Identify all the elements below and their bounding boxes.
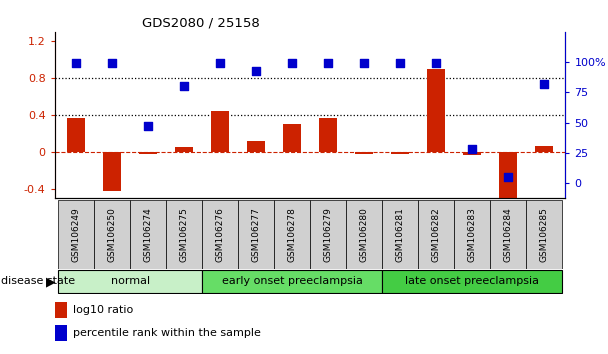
Text: GSM106276: GSM106276 bbox=[216, 207, 225, 262]
Text: GSM106283: GSM106283 bbox=[468, 207, 477, 262]
Bar bbox=[202, 200, 238, 269]
Bar bbox=[247, 141, 265, 152]
Text: GSM106274: GSM106274 bbox=[143, 207, 153, 262]
Bar bbox=[55, 325, 67, 341]
Text: GSM106278: GSM106278 bbox=[288, 207, 297, 262]
Bar bbox=[211, 112, 229, 152]
Bar bbox=[103, 152, 121, 191]
Bar bbox=[355, 152, 373, 154]
Text: percentile rank within the sample: percentile rank within the sample bbox=[73, 328, 261, 338]
Bar bbox=[130, 200, 166, 269]
Bar bbox=[319, 118, 337, 152]
Bar bbox=[202, 270, 382, 292]
Point bbox=[323, 61, 333, 66]
Bar bbox=[463, 152, 481, 155]
Text: normal: normal bbox=[111, 276, 150, 286]
Bar bbox=[499, 152, 517, 203]
Point bbox=[431, 61, 441, 66]
Text: ▶: ▶ bbox=[46, 275, 55, 288]
Bar bbox=[418, 200, 454, 269]
Point bbox=[215, 61, 225, 66]
Point bbox=[359, 61, 369, 66]
Bar bbox=[346, 200, 382, 269]
Bar bbox=[166, 200, 202, 269]
Text: GSM106249: GSM106249 bbox=[72, 207, 81, 262]
Text: late onset preeclampsia: late onset preeclampsia bbox=[405, 276, 539, 286]
Text: log10 ratio: log10 ratio bbox=[73, 305, 133, 315]
Point bbox=[467, 147, 477, 152]
Bar bbox=[283, 124, 301, 152]
Text: GSM106279: GSM106279 bbox=[323, 207, 333, 262]
Text: GSM106282: GSM106282 bbox=[432, 207, 440, 262]
Point bbox=[539, 81, 549, 87]
Text: GDS2080 / 25158: GDS2080 / 25158 bbox=[142, 16, 259, 29]
Bar bbox=[535, 145, 553, 152]
Text: early onset preeclampsia: early onset preeclampsia bbox=[222, 276, 362, 286]
Text: GSM106275: GSM106275 bbox=[180, 207, 188, 262]
Text: GSM106280: GSM106280 bbox=[359, 207, 368, 262]
Bar bbox=[310, 200, 346, 269]
Bar bbox=[274, 200, 310, 269]
Point bbox=[71, 61, 81, 66]
Point bbox=[251, 68, 261, 73]
Point bbox=[503, 174, 513, 180]
Point bbox=[143, 124, 153, 129]
Bar bbox=[139, 152, 157, 154]
Bar bbox=[490, 200, 526, 269]
Bar bbox=[382, 270, 562, 292]
Bar bbox=[427, 69, 445, 152]
Text: GSM106285: GSM106285 bbox=[539, 207, 548, 262]
Bar bbox=[391, 152, 409, 154]
Bar bbox=[175, 147, 193, 152]
Point bbox=[108, 61, 117, 66]
Bar bbox=[67, 118, 85, 152]
Point bbox=[179, 84, 189, 89]
Bar bbox=[454, 200, 490, 269]
Bar bbox=[526, 200, 562, 269]
Bar bbox=[382, 200, 418, 269]
Text: GSM106281: GSM106281 bbox=[395, 207, 404, 262]
Bar bbox=[58, 200, 94, 269]
Bar bbox=[238, 200, 274, 269]
Bar bbox=[55, 302, 67, 318]
Text: disease state: disease state bbox=[1, 276, 75, 286]
Bar bbox=[58, 270, 202, 292]
Text: GSM106250: GSM106250 bbox=[108, 207, 117, 262]
Text: GSM106277: GSM106277 bbox=[252, 207, 261, 262]
Point bbox=[395, 61, 405, 66]
Point bbox=[287, 61, 297, 66]
Bar bbox=[94, 200, 130, 269]
Text: GSM106284: GSM106284 bbox=[503, 207, 513, 262]
